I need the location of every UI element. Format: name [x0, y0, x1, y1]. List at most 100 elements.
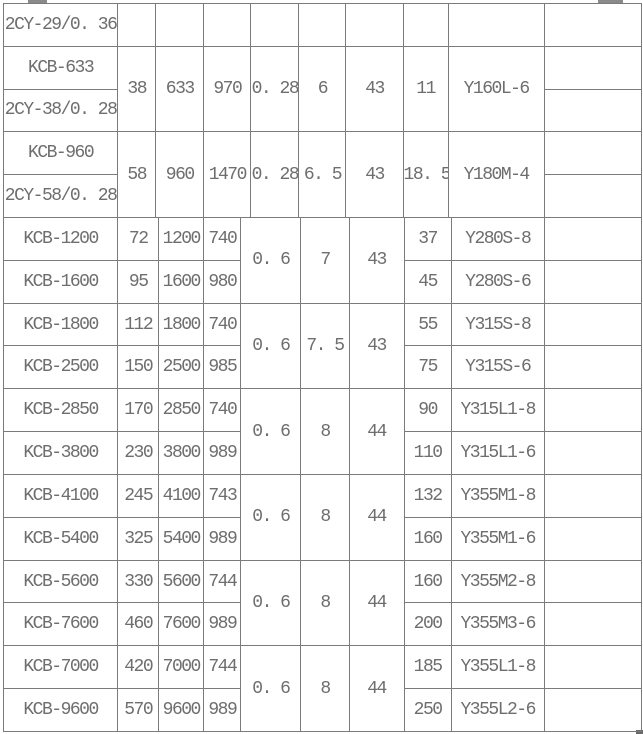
model-cell: KCB-633 — [2, 45, 119, 90]
model-cell: KCB-2500 — [2, 345, 119, 390]
empty-cell — [543, 217, 643, 261]
data-cell: 38 — [117, 45, 157, 133]
merged-data-cell: 44 — [348, 473, 405, 561]
data-cell: 185 — [403, 645, 452, 690]
merged-data-cell: 0. 6 — [240, 388, 302, 475]
data-cell: 230 — [117, 431, 160, 475]
data-cell: 250 — [403, 688, 452, 732]
data-cell: 740 — [203, 302, 242, 347]
empty-cell — [345, 3, 404, 47]
table-row: KCB-1800 112 1800 740 0. 6 7. 5 43 55 Y3… — [2, 302, 643, 390]
data-cell: 960 — [155, 131, 205, 218]
motor-model-cell: Y355L1-8 — [450, 645, 545, 690]
data-cell: 989 — [203, 602, 242, 647]
clipped-corner-artifact — [636, 730, 643, 734]
empty-cell — [203, 3, 252, 47]
data-cell: 6. 5 — [298, 131, 347, 218]
data-cell: 5600 — [158, 559, 205, 604]
model-cell: KCB-5400 — [2, 516, 119, 561]
model-cell: KCB-5600 — [2, 559, 119, 604]
data-cell: 11 — [402, 45, 449, 133]
merged-data-cell: 43 — [348, 217, 405, 304]
data-cell: 744 — [203, 645, 242, 690]
empty-cell — [543, 45, 643, 90]
data-cell: 330 — [117, 559, 160, 604]
data-cell: 37 — [403, 217, 452, 261]
table-row: KCB-2500 150 2500 985 75 Y315S-6 — [2, 345, 643, 390]
motor-model-cell: Y355L2-6 — [450, 688, 545, 732]
data-cell: 1800 — [158, 302, 205, 347]
motor-model-cell: Y280S-6 — [450, 259, 545, 304]
data-cell: 6 — [298, 45, 347, 133]
data-cell: 1470 — [203, 131, 252, 218]
motor-model-cell: Y355M3-6 — [450, 602, 545, 647]
merged-data-cell: 7. 5 — [300, 302, 350, 390]
table-row: KCB-633 38 633 970 0. 28 6 43 11 Y160L-6 — [2, 45, 643, 133]
empty-cell — [402, 3, 449, 47]
data-cell: 72 — [117, 217, 160, 261]
motor-model-cell: Y315S-6 — [450, 345, 545, 390]
table-row: KCB-4100 245 4100 743 0. 6 8 44 132 Y355… — [2, 473, 643, 561]
empty-cell — [543, 174, 643, 218]
data-cell: 58 — [117, 131, 157, 218]
data-cell: 420 — [117, 645, 160, 690]
data-cell: 110 — [403, 431, 452, 475]
data-cell: 150 — [117, 345, 160, 390]
motor-model-cell: Y355M2-8 — [450, 559, 545, 604]
data-cell: 460 — [117, 602, 160, 647]
merged-data-cell: 44 — [348, 559, 405, 647]
empty-cell — [543, 345, 643, 390]
data-cell: 325 — [117, 516, 160, 561]
data-cell: 740 — [203, 388, 242, 433]
data-cell: 3800 — [158, 431, 205, 475]
data-cell: 989 — [203, 688, 242, 732]
table-row: KCB-2850 170 2850 740 0. 6 8 44 90 Y315L… — [2, 388, 643, 475]
model-cell: KCB-960 — [2, 131, 119, 176]
empty-cell — [543, 645, 643, 690]
table-row: KCB-1200 72 1200 740 0. 6 7 43 37 Y280S-… — [2, 217, 643, 304]
motor-model-cell: Y355M1-8 — [450, 473, 545, 518]
merged-data-cell: 0. 6 — [240, 217, 302, 304]
data-cell: 0. 28 — [250, 131, 300, 218]
data-cell: 90 — [403, 388, 452, 433]
empty-cell — [543, 388, 643, 433]
model-cell: 2CY-29/0. 36 — [2, 3, 119, 47]
data-cell: 989 — [203, 516, 242, 561]
data-cell: 9600 — [158, 688, 205, 732]
model-cell: KCB-3800 — [2, 431, 119, 475]
model-cell: KCB-7600 — [2, 602, 119, 647]
spec-table-upper: 2CY-29/0. 36 KCB-633 38 633 970 0. 28 6 … — [2, 3, 643, 218]
empty-cell — [543, 602, 643, 647]
motor-model-cell: Y180M-4 — [447, 131, 545, 218]
data-cell: 0. 28 — [250, 45, 300, 133]
data-cell: 743 — [203, 473, 242, 518]
empty-cell — [543, 473, 643, 518]
merged-data-cell: 8 — [300, 388, 350, 475]
table-row: KCB-7000 420 7000 744 0. 6 8 44 185 Y355… — [2, 645, 643, 732]
data-cell: 633 — [155, 45, 205, 133]
merged-data-cell: 0. 6 — [240, 645, 302, 732]
table-row: 2CY-29/0. 36 — [2, 3, 643, 47]
empty-cell — [117, 3, 157, 47]
data-cell: 160 — [403, 559, 452, 604]
data-cell: 43 — [345, 131, 404, 218]
clipped-row-artifact-right — [598, 0, 623, 3]
clipped-row-artifact-left — [28, 0, 47, 3]
data-cell: 980 — [203, 259, 242, 304]
data-cell: 740 — [203, 217, 242, 261]
data-cell: 43 — [345, 45, 404, 133]
model-cell: 2CY-38/0. 28 — [2, 88, 119, 133]
data-cell: 7000 — [158, 645, 205, 690]
model-cell: 2CY-58/0. 28 — [2, 174, 119, 218]
motor-model-cell: Y315L1-8 — [450, 388, 545, 433]
merged-data-cell: 0. 6 — [240, 559, 302, 647]
data-cell: 4100 — [158, 473, 205, 518]
spec-table-lower: KCB-1200 72 1200 740 0. 6 7 43 37 Y280S-… — [2, 217, 643, 732]
empty-cell — [298, 3, 347, 47]
motor-model-cell: Y355M1-6 — [450, 516, 545, 561]
data-cell: 2500 — [158, 345, 205, 390]
data-cell: 18. 5 — [402, 131, 449, 218]
empty-cell — [543, 88, 643, 133]
motor-model-cell: Y315L1-6 — [450, 431, 545, 475]
